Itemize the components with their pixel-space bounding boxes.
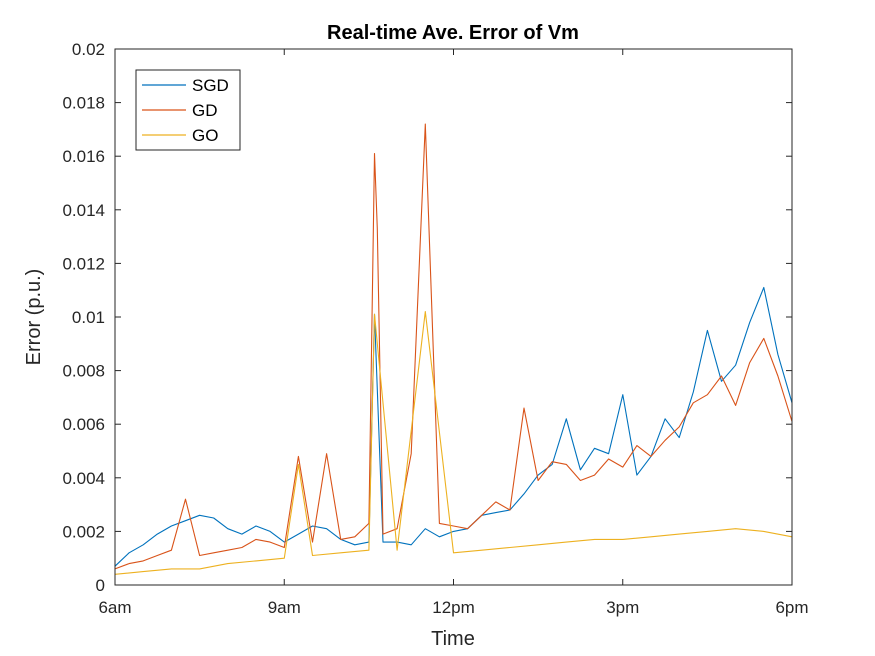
series-line-go [114,311,793,575]
legend-label-go: GO [192,126,218,145]
y-tick-label: 0 [96,576,105,595]
y-tick-label: 0.004 [62,469,105,488]
x-tick-label: 9am [268,598,301,617]
plot-lines [114,123,793,575]
y-tick-label: 0.012 [62,254,105,273]
y-tick-label: 0.02 [72,40,105,59]
x-tick-label: 6am [98,598,131,617]
legend-label-gd: GD [192,101,218,120]
y-tick-label: 0.008 [62,362,105,381]
axis-ticks: 0 0.002 0.004 0.006 0.008 0.01 0.012 0.014 0.016… [62,40,808,617]
x-tick-label: 12pm [432,598,475,617]
y-tick-label: 0.014 [62,201,105,220]
y-tick-label: 0.006 [62,415,105,434]
x-tick-label: 3pm [606,598,639,617]
chart-title: Real-time Ave. Error of Vm [327,22,579,44]
x-axis-label: Time [431,628,475,650]
y-tick-label: 0.016 [62,147,105,166]
y-tick-label: 0.002 [62,522,105,541]
y-tick-label: 0.018 [62,94,105,113]
series-line-gd [114,123,793,570]
y-tick-label: 0.01 [72,308,105,327]
y-axis-label: Error (p.u.) [23,269,45,366]
legend-label-sgd: SGD [192,76,229,95]
series-line-sgd [114,286,793,567]
legend: SGD GD GO [135,69,241,151]
x-tick-label: 6pm [775,598,808,617]
